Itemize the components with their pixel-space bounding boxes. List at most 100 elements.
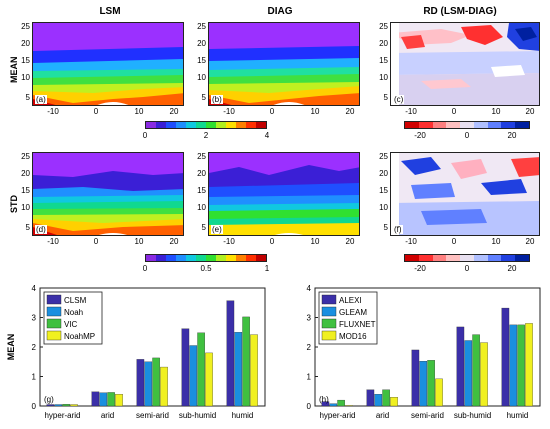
bar	[54, 404, 63, 407]
legend-label: NoahMP	[64, 332, 95, 341]
bar	[70, 404, 78, 407]
y-axis-label: MEAN	[6, 334, 16, 361]
bar	[366, 389, 375, 407]
xtick: 20	[169, 237, 179, 246]
colorbar-swatch	[473, 255, 488, 261]
bar	[234, 332, 243, 407]
bar	[91, 391, 100, 407]
bar	[411, 349, 420, 407]
xtick: 20	[345, 237, 355, 246]
bar	[321, 401, 330, 407]
column-title-rd: RD (LSM-DIAG)	[423, 6, 497, 17]
xtick: 0	[93, 237, 99, 246]
ytick: 15	[21, 56, 30, 65]
legend-label: Noah	[64, 308, 83, 317]
xtick: -10	[405, 107, 417, 116]
bar	[115, 394, 123, 407]
ytick: 15	[379, 186, 388, 195]
ytick: 25	[379, 152, 388, 161]
legend-label: VIC	[64, 320, 78, 329]
colorbar-swatch	[206, 255, 216, 261]
bar	[525, 323, 533, 407]
bar	[152, 357, 160, 407]
ytick: 10	[21, 203, 30, 212]
xtick: 20	[525, 237, 535, 246]
xtick: 20	[169, 107, 179, 116]
xtick: 0	[269, 237, 275, 246]
xtick: -10	[47, 107, 59, 116]
xtick: -10	[223, 237, 235, 246]
colorbar-swatch	[460, 122, 474, 128]
colorbar-mean-tick: 0	[142, 131, 148, 140]
ytick: 10	[379, 73, 388, 82]
colorbar-swatch	[206, 122, 216, 128]
legend-label: MOD16	[339, 332, 367, 341]
bar-chart-h: 0 1 2 3 4 hyper-arid arid semi-arid sub-humid hum…	[307, 284, 541, 420]
legend-label: GLEAM	[339, 308, 367, 317]
column-title-lsm: LSM	[99, 6, 121, 17]
colorbar-mean-tick: 4	[264, 131, 270, 140]
colorbar-swatch	[501, 255, 516, 261]
bar	[136, 359, 145, 407]
colorbar-rd-tick: 0	[464, 131, 470, 140]
bar	[62, 404, 70, 407]
colorbar-swatch	[226, 255, 236, 261]
bar	[435, 378, 443, 407]
panel-label: (h)	[319, 395, 329, 404]
bar	[46, 404, 55, 407]
map-panel-a: (a)	[32, 22, 184, 106]
ytick: 25	[197, 22, 206, 31]
colorbar-rd-tick: -20	[414, 131, 426, 140]
ytick: 5	[25, 93, 30, 102]
colorbar-swatch	[196, 255, 206, 261]
map-panel-b: (b)	[208, 22, 360, 106]
xtick: -10	[405, 237, 417, 246]
map-panel-d: (d)	[32, 152, 184, 236]
ytick: 5	[25, 223, 30, 232]
map-panel-e: (e)	[208, 152, 360, 236]
bar	[107, 392, 115, 407]
colorbar-swatch	[515, 122, 530, 128]
bar	[181, 328, 190, 407]
colorbar-swatch	[473, 122, 488, 128]
x-tick-label: arid	[376, 411, 389, 420]
column-title-diag: DIAG	[267, 6, 293, 17]
legend-swatch	[321, 318, 337, 329]
ytick: 20	[379, 39, 388, 48]
map-c-field	[391, 23, 539, 105]
bar	[250, 334, 258, 407]
colorbar-swatch	[432, 122, 447, 128]
colorbar-swatch	[446, 255, 461, 261]
bar	[205, 352, 213, 407]
colorbar-swatch	[405, 122, 419, 128]
ytick: 5	[383, 223, 388, 232]
xtick: 0	[451, 107, 457, 116]
colorbar-swatch	[196, 122, 206, 128]
panel-label-e: (e)	[211, 225, 223, 234]
colorbar-mean-tick: 2	[203, 131, 209, 140]
y-tick-label: 1	[307, 373, 312, 382]
xtick: 10	[134, 237, 144, 246]
colorbar-swatch	[256, 255, 266, 261]
legend-label: ALEXI	[339, 296, 362, 305]
xtick: 20	[345, 107, 355, 116]
y-tick-label: 1	[32, 373, 37, 382]
bar	[160, 366, 168, 407]
panel-label-a: (a)	[35, 95, 47, 104]
colorbar-swatch	[460, 255, 474, 261]
ytick: 20	[21, 39, 30, 48]
bar	[242, 316, 250, 407]
map-a-field	[33, 23, 183, 105]
colorbar-std-tick: 0.5	[200, 264, 212, 273]
xtick: 10	[491, 237, 501, 246]
colorbar-swatch	[146, 122, 156, 128]
ytick: 20	[379, 169, 388, 178]
ytick: 20	[197, 169, 206, 178]
legend-swatch	[46, 318, 62, 329]
map-d-field	[33, 153, 183, 235]
legend-swatch	[46, 330, 62, 341]
bar	[517, 324, 525, 407]
bar	[456, 326, 465, 407]
ytick: 5	[383, 93, 388, 102]
panel-label: (g)	[44, 395, 54, 404]
